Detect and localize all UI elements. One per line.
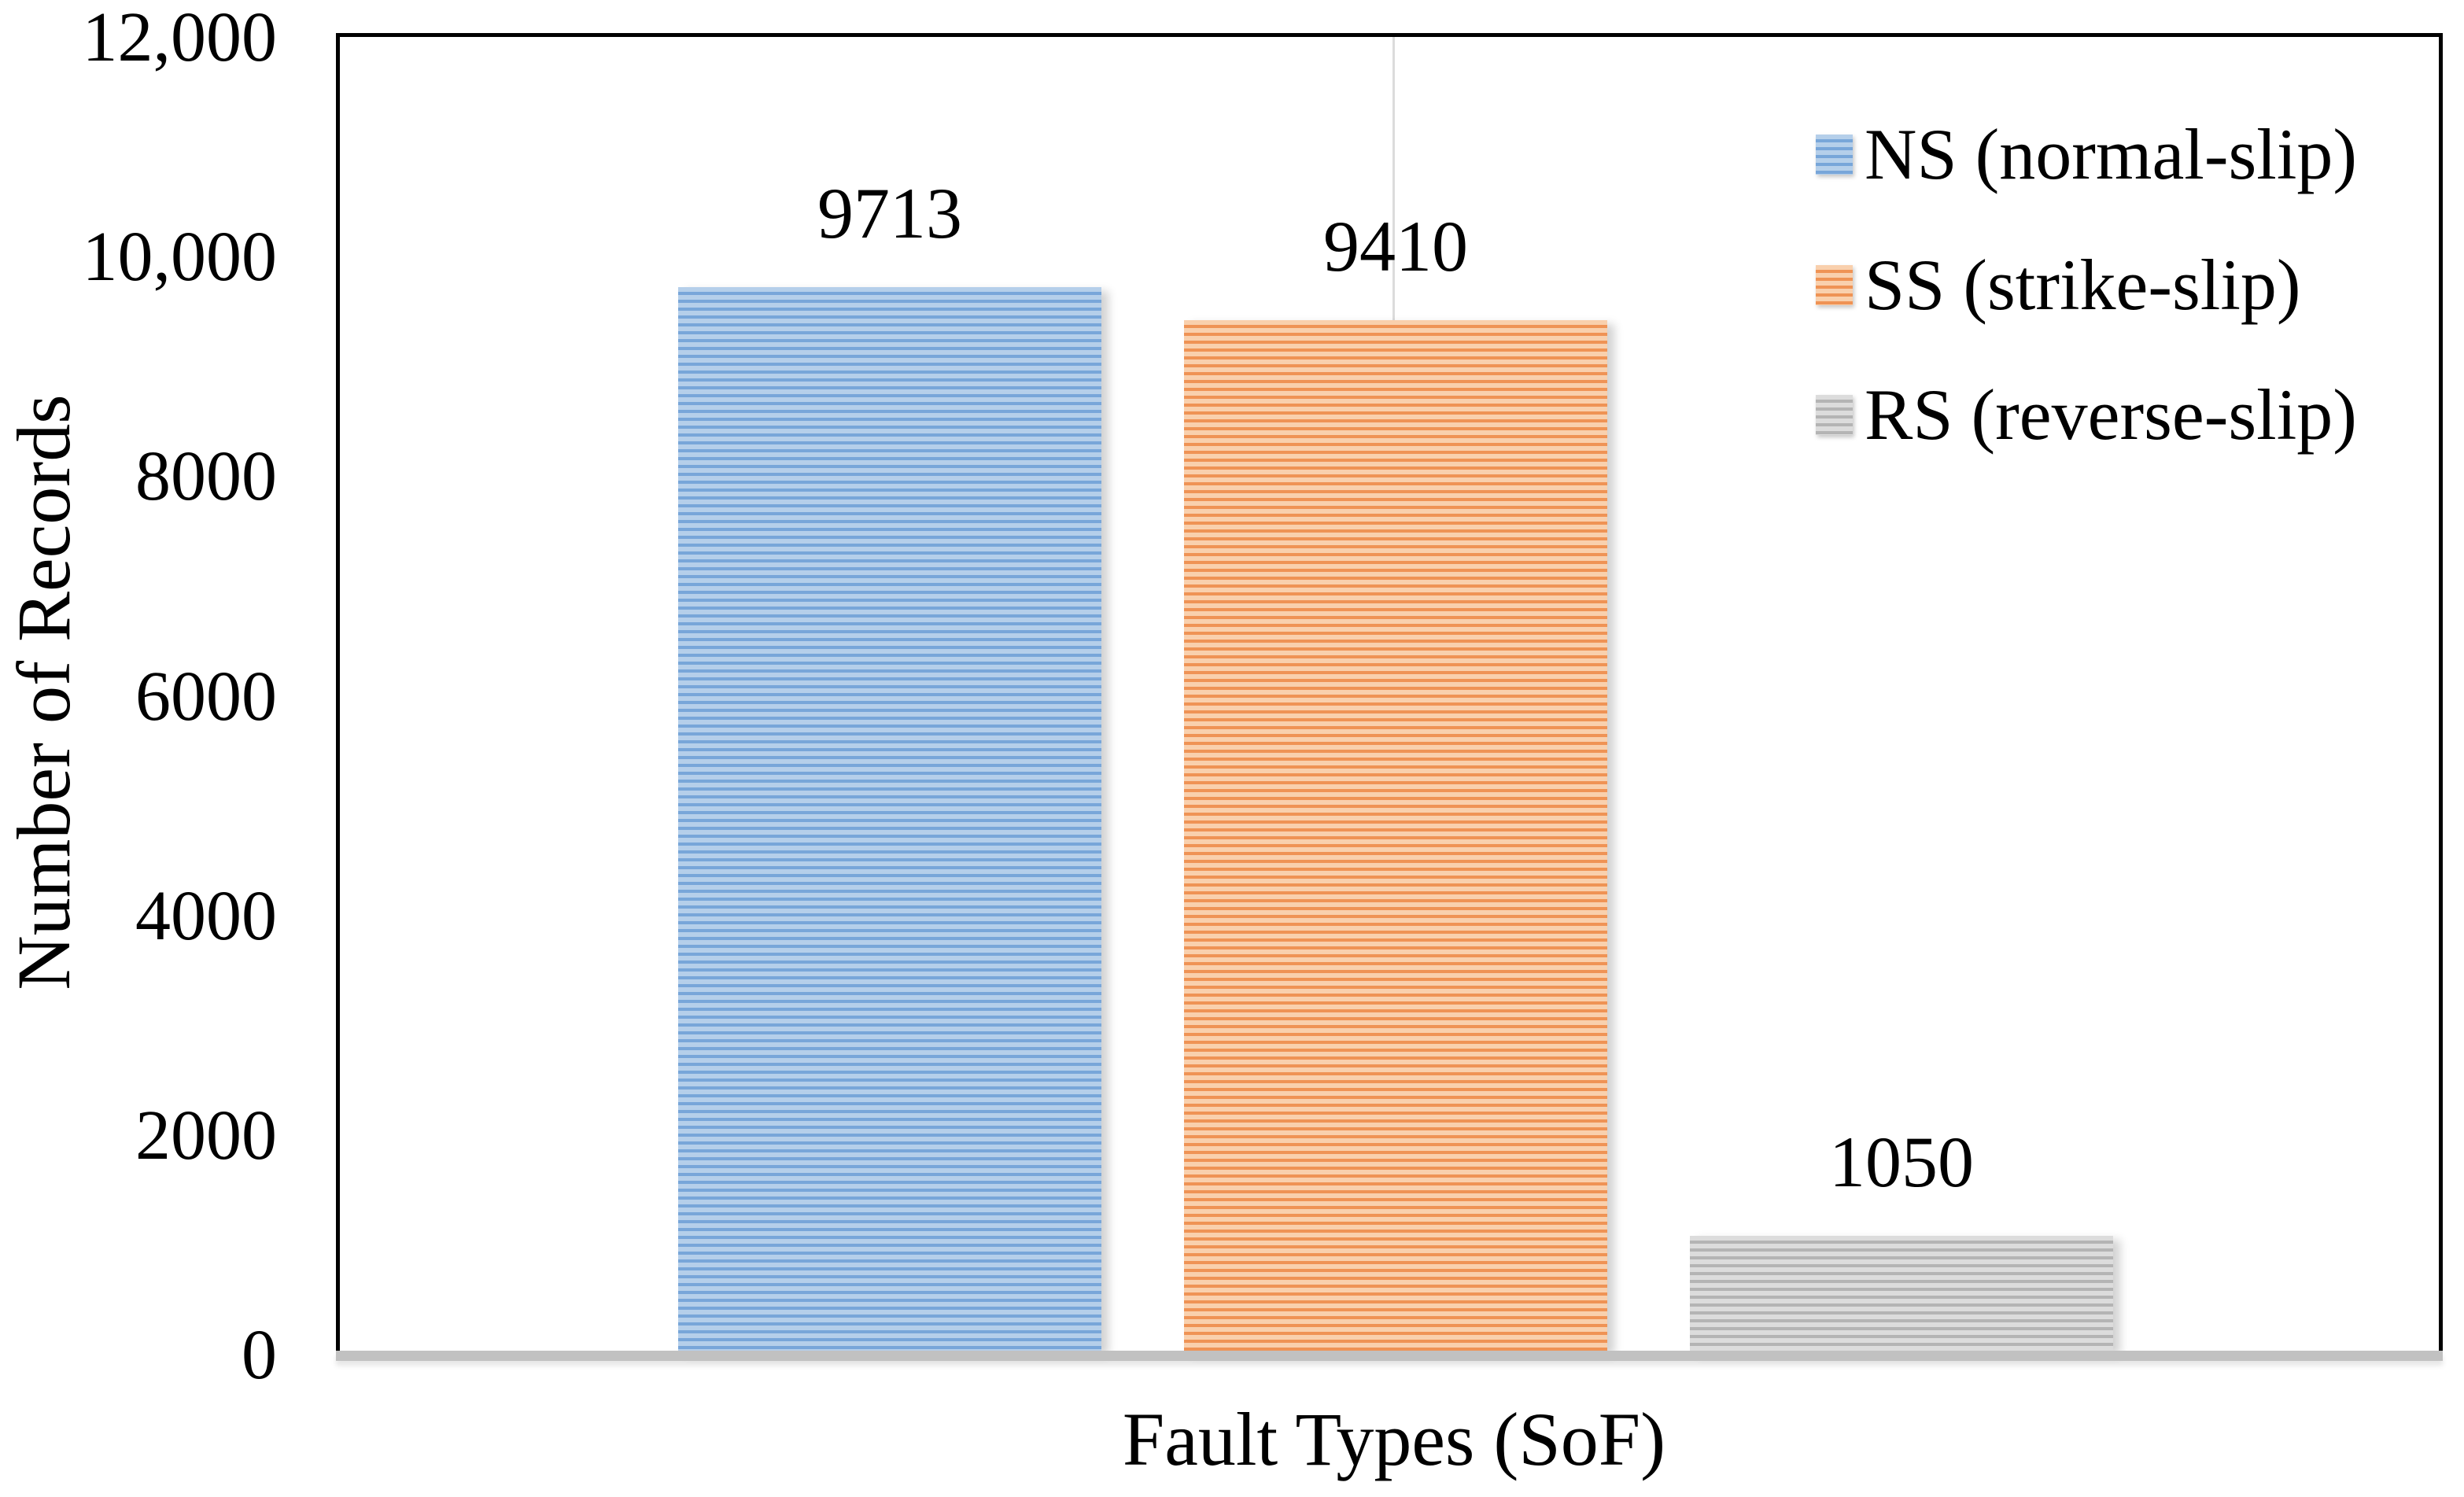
legend-swatch-icon	[1816, 394, 1853, 435]
legend-item-NS: NS (normal-slip)	[1816, 118, 2357, 190]
y-tick-label-8000: 8000	[135, 437, 277, 516]
bar-value-label-NS: 9713	[817, 173, 962, 253]
bar-SS	[1184, 320, 1607, 1351]
y-axis-title: Number of Records	[2, 394, 86, 990]
legend-item-SS: SS (strike-slip)	[1816, 249, 2301, 321]
legend-label: RS (reverse-slip)	[1865, 374, 2357, 455]
y-tick-label-4000: 4000	[135, 876, 277, 955]
y-tick-label-6000: 6000	[135, 657, 277, 736]
legend-item-RS: RS (reverse-slip)	[1816, 378, 2357, 451]
x-axis-title: Fault Types (SoF)	[1122, 1397, 1666, 1481]
y-tick-label-0: 0	[242, 1316, 277, 1394]
y-tick-label-10000: 10,000	[82, 218, 278, 297]
legend-label: NS (normal-slip)	[1865, 114, 2358, 194]
y-tick-label-2000: 2000	[135, 1096, 277, 1174]
bar-value-label-RS: 1050	[1829, 1122, 1974, 1202]
bar-NS	[678, 287, 1101, 1351]
bar-value-label-SS: 9410	[1323, 206, 1468, 286]
y-tick-label-12000: 12,000	[82, 0, 278, 76]
plot-area	[336, 33, 2443, 1351]
legend-swatch-icon	[1816, 264, 1853, 305]
legend-label: SS (strike-slip)	[1865, 245, 2301, 325]
x-axis-line	[336, 1351, 2443, 1361]
legend-swatch-icon	[1816, 134, 1853, 175]
bar-RS	[1690, 1236, 2113, 1351]
